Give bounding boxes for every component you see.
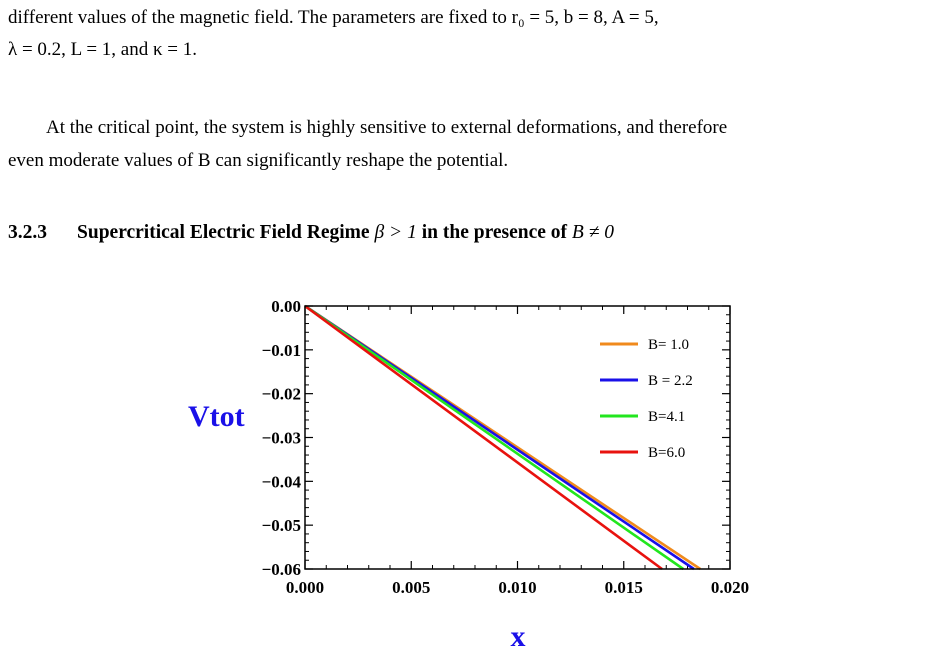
legend-label: B = 2.2 — [648, 373, 693, 389]
y-tick-label: −0.03 — [262, 429, 301, 448]
x-tick-label: 0.015 — [605, 578, 643, 597]
section-condition-beta: β > 1 — [374, 222, 417, 243]
paragraph-line: even moderate values of B can significan… — [8, 150, 509, 171]
paragraph-line: At the critical point, the system is hig… — [46, 117, 728, 138]
section-condition-b: B ≠ 0 — [571, 222, 615, 243]
x-tick-label: 0.020 — [711, 578, 749, 597]
legend-label: B= 1.0 — [648, 337, 689, 353]
paragraph-line: different values of the magnetic field. … — [8, 7, 659, 28]
x-tick-label: 0.000 — [286, 578, 324, 597]
y-tick-label: −0.06 — [262, 560, 301, 579]
y-tick-label: −0.02 — [262, 385, 301, 404]
paragraph-line: λ = 0.2, L = 1, and κ = 1. — [8, 39, 198, 60]
y-tick-label: 0.00 — [271, 297, 301, 316]
potential-line-chart: 0.00 −0.01 −0.02 −0.03 −0.04 −0.05 −0.06 0.000… — [188, 297, 749, 650]
y-tick-label: −0.05 — [262, 516, 301, 535]
series-line — [304, 304, 684, 571]
section-number: 3.2.3 — [8, 222, 47, 243]
legend-label: B=4.1 — [648, 409, 685, 425]
y-tick-label: −0.04 — [262, 472, 302, 491]
x-tick-label: 0.005 — [392, 578, 430, 597]
x-axis-ticks: 0.000 0.005 0.010 0.015 0.020 — [286, 306, 749, 597]
series-lines — [304, 304, 701, 571]
legend: B= 1.0 B = 2.2 B=4.1 B=6.0 — [600, 337, 693, 461]
plot-frame — [304, 305, 731, 570]
x-tick-label: 0.010 — [498, 578, 536, 597]
x-axis-title: x — [511, 620, 526, 650]
y-axis-ticks: 0.00 −0.01 −0.02 −0.03 −0.04 −0.05 −0.06 — [262, 297, 730, 579]
series-line — [304, 304, 663, 571]
section-title: Supercritical Electric Field Regime — [77, 222, 370, 243]
section-heading: 3.2.3 Supercritical Electric Field Regime… — [8, 222, 614, 244]
y-tick-label: −0.01 — [262, 341, 301, 360]
y-axis-title: Vtot — [188, 400, 245, 433]
legend-label: B=6.0 — [648, 445, 685, 461]
section-heading-mid: in the presence of — [421, 222, 568, 243]
